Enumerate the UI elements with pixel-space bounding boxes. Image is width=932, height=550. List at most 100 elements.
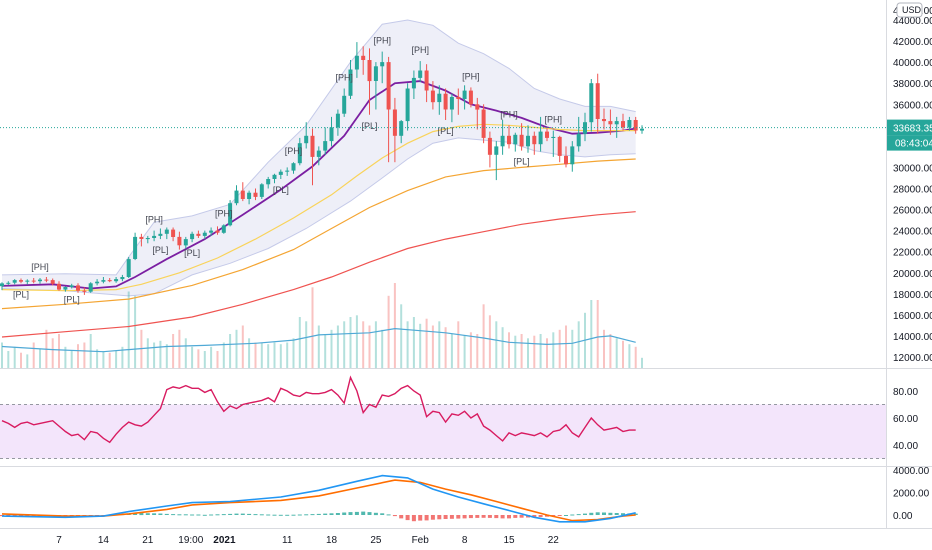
candle-body[interactable] <box>621 121 625 128</box>
candle-body[interactable] <box>19 280 23 282</box>
candle-body[interactable] <box>367 60 372 82</box>
candle-body[interactable] <box>589 83 594 123</box>
candle-body[interactable] <box>602 119 606 122</box>
price-axis[interactable]: 12000.00 14000.00 16000.00 18000.00 20000.00… <box>893 16 932 364</box>
candles[interactable] <box>0 42 644 295</box>
candle-body[interactable] <box>272 174 277 179</box>
candle-body[interactable] <box>196 233 201 236</box>
candle-body[interactable] <box>190 233 195 240</box>
candle-body[interactable] <box>310 135 315 157</box>
candle-body[interactable] <box>614 121 619 125</box>
candle-body[interactable] <box>6 282 11 284</box>
candle-body[interactable] <box>158 233 163 236</box>
candle-body[interactable] <box>405 88 410 122</box>
candle-body[interactable] <box>564 155 568 165</box>
candle-body[interactable] <box>557 136 562 156</box>
candle-body[interactable] <box>183 239 188 246</box>
candle-body[interactable] <box>69 285 74 287</box>
candle-body[interactable] <box>101 280 106 282</box>
candle-body[interactable] <box>228 203 233 226</box>
candle-body[interactable] <box>640 128 644 131</box>
candle-body[interactable] <box>57 283 61 290</box>
candle-body[interactable] <box>50 280 55 284</box>
candle-body[interactable] <box>545 131 549 138</box>
candle-body[interactable] <box>139 236 144 239</box>
candle-body[interactable] <box>0 283 4 287</box>
candle-body[interactable] <box>354 55 359 70</box>
candle-body[interactable] <box>335 113 340 128</box>
candle-body[interactable] <box>380 62 385 67</box>
candle-body[interactable] <box>526 135 530 147</box>
candle-body[interactable] <box>627 120 632 128</box>
candle-body[interactable] <box>164 229 169 234</box>
candle-body[interactable] <box>323 141 328 151</box>
candle-body[interactable] <box>304 135 309 144</box>
candle-body[interactable] <box>532 135 537 145</box>
candle-body[interactable] <box>576 133 581 147</box>
candle-body[interactable] <box>285 170 290 172</box>
candle-body[interactable] <box>247 192 252 199</box>
candle-body[interactable] <box>234 190 239 204</box>
candle-body[interactable] <box>316 150 321 157</box>
rsi-pane[interactable]: 40.00 60.00 80.00 <box>0 375 918 459</box>
candle-body[interactable] <box>114 279 119 282</box>
candle-body[interactable] <box>95 281 100 284</box>
candle-body[interactable] <box>608 121 613 125</box>
candle-body[interactable] <box>411 77 416 89</box>
candle-body[interactable] <box>177 236 182 246</box>
candle-body[interactable] <box>551 136 556 138</box>
candle-body[interactable] <box>63 287 68 290</box>
candle-body[interactable] <box>342 95 347 114</box>
candle-body[interactable] <box>209 230 214 233</box>
candle-body[interactable] <box>443 93 448 110</box>
candle-body[interactable] <box>171 229 176 237</box>
candle-body[interactable] <box>437 93 442 103</box>
candle-body[interactable] <box>399 121 404 136</box>
candle-body[interactable] <box>82 290 87 292</box>
candle-body[interactable] <box>449 96 454 110</box>
candle-body[interactable] <box>494 146 499 155</box>
candle-body[interactable] <box>297 143 302 164</box>
macd-pane[interactable]: 0.00 2000.00 4000.00 <box>0 466 930 523</box>
candle-body[interactable] <box>519 134 524 147</box>
currency-badge[interactable] <box>896 2 923 18</box>
candle-body[interactable] <box>126 259 131 277</box>
candle-body[interactable] <box>215 230 220 233</box>
candle-body[interactable] <box>44 279 49 281</box>
candle-body[interactable] <box>202 232 207 236</box>
candle-body[interactable] <box>513 134 518 145</box>
candle-body[interactable] <box>430 90 435 103</box>
candle-body[interactable] <box>418 70 423 78</box>
candle-body[interactable] <box>392 109 397 136</box>
candle-body[interactable] <box>266 179 271 185</box>
candle-body[interactable] <box>12 280 17 283</box>
candle-body[interactable] <box>487 137 492 155</box>
candle-body[interactable] <box>133 236 138 259</box>
time-axis[interactable]: 7 14 21 19:00 2021 11 18 25 Feb 8 15 22 <box>56 535 559 546</box>
candle-body[interactable] <box>107 280 112 282</box>
candle-body[interactable] <box>500 135 505 147</box>
candle-body[interactable] <box>475 104 480 110</box>
candle-body[interactable] <box>481 109 486 138</box>
candle-body[interactable] <box>38 279 42 282</box>
candle-body[interactable] <box>31 280 36 282</box>
candle-body[interactable] <box>25 280 30 282</box>
candle-body[interactable] <box>221 225 226 233</box>
candle-body[interactable] <box>595 83 600 119</box>
candle-body[interactable] <box>76 285 80 291</box>
candle-body[interactable] <box>456 96 461 99</box>
candle-body[interactable] <box>462 90 467 99</box>
candle-body[interactable] <box>259 184 264 197</box>
candle-body[interactable] <box>538 131 543 145</box>
candle-body[interactable] <box>152 235 157 238</box>
candle-body[interactable] <box>329 127 334 142</box>
candle-body[interactable] <box>386 62 391 110</box>
candle-body[interactable] <box>278 171 283 175</box>
candle-body[interactable] <box>468 90 473 105</box>
candle-body[interactable] <box>633 120 638 131</box>
candle-body[interactable] <box>507 135 511 145</box>
candle-body[interactable] <box>361 55 366 60</box>
candle-body[interactable] <box>145 238 150 240</box>
